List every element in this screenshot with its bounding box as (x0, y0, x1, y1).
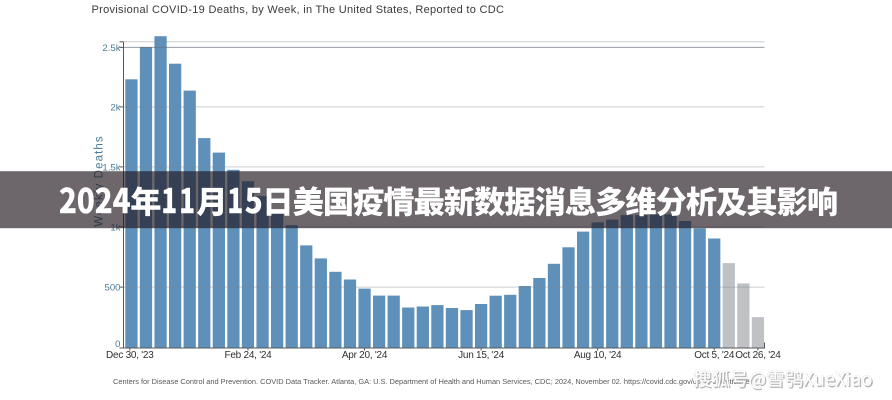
svg-text:Oct 5, '24: Oct 5, '24 (694, 350, 735, 361)
svg-text:Oct 26, '24: Oct 26, '24 (735, 350, 781, 361)
svg-text:Aug 10, '24: Aug 10, '24 (574, 350, 622, 361)
svg-text:Apr 20, '24: Apr 20, '24 (342, 350, 388, 361)
svg-text:Jun 15, '24: Jun 15, '24 (458, 350, 505, 361)
svg-text:Centers for Disease Control an: Centers for Disease Control and Preventi… (113, 377, 753, 386)
svg-text:500: 500 (104, 283, 120, 294)
svg-text:Provisional COVID-19 Deaths, b: Provisional COVID-19 Deaths, by Week, in… (92, 4, 505, 16)
svg-text:Feb 24, '24: Feb 24, '24 (225, 350, 273, 361)
svg-text:1.5k: 1.5k (102, 162, 120, 173)
svg-text:2k: 2k (110, 102, 120, 113)
svg-text:0: 0 (115, 339, 120, 350)
svg-text:Dec 30, '23: Dec 30, '23 (106, 350, 154, 361)
svg-text:2.5k: 2.5k (102, 43, 120, 54)
